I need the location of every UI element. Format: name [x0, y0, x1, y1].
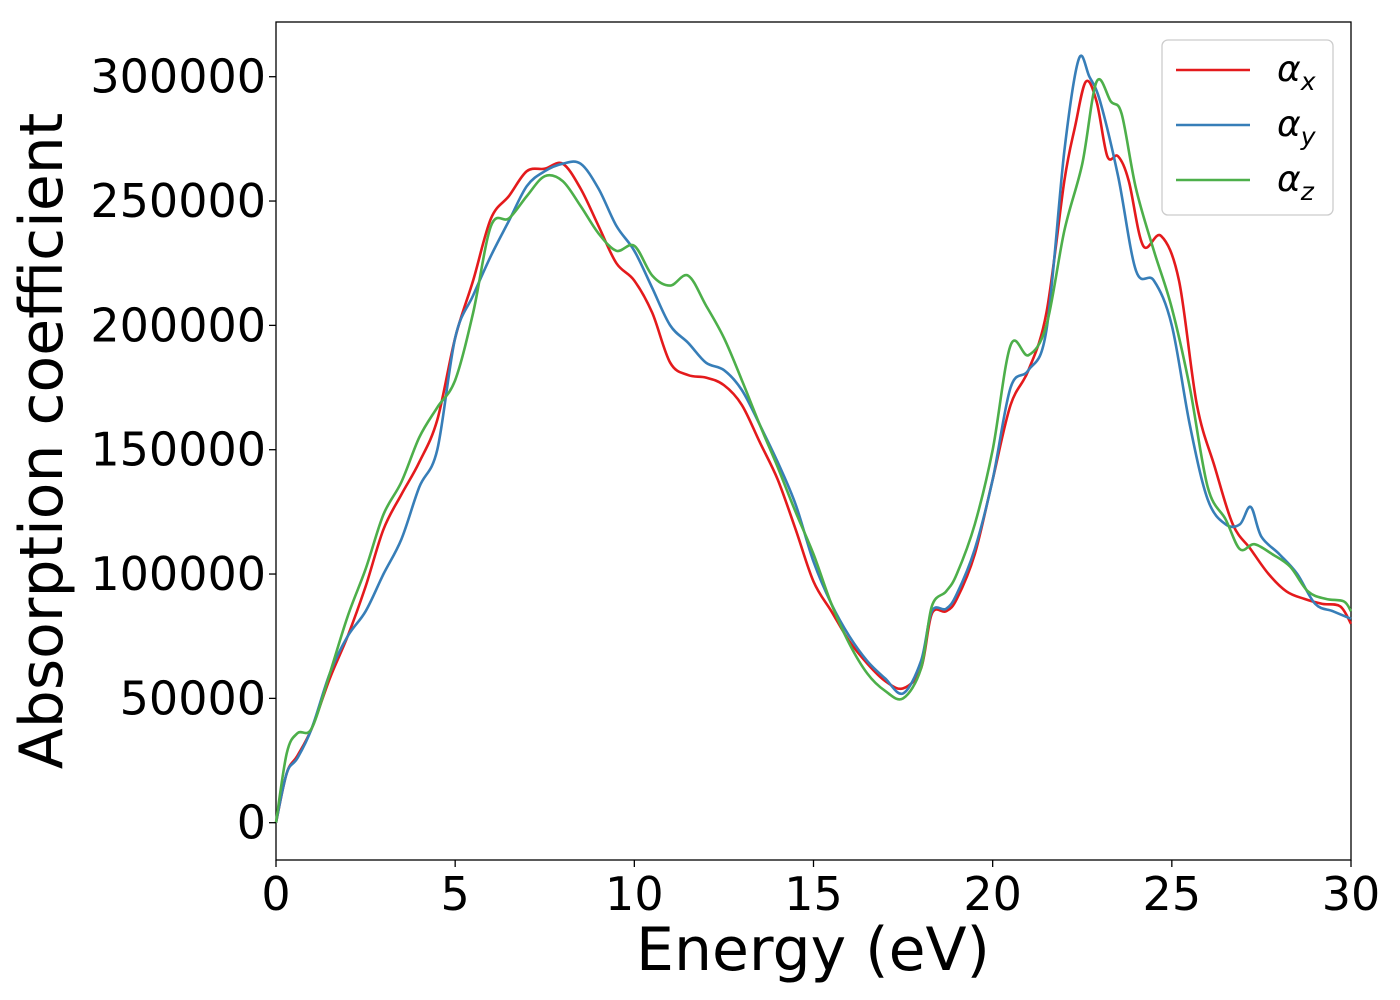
legend-label-z: αz — [1277, 159, 1315, 206]
x-tick-label: 30 — [1322, 867, 1381, 921]
legend-subscript: x — [1300, 67, 1316, 96]
legend-label-x: αx — [1277, 49, 1316, 96]
legend-subscript: z — [1300, 177, 1315, 206]
x-tick-label: 25 — [1143, 867, 1202, 921]
legend-frame — [1161, 39, 1334, 216]
series-lines — [274, 54, 1353, 823]
y-tick-label: 200000 — [90, 298, 266, 352]
x-tick-label: 10 — [605, 867, 664, 921]
y-tick-label: 150000 — [90, 423, 266, 477]
y-axis-ticks: 0 50000 100000 150000 200000 250000 300000 — [90, 50, 276, 850]
y-axis-title: Absorption coefficient — [7, 113, 77, 770]
y-tick-label: 0 — [237, 796, 266, 850]
series-line-z — [274, 78, 1353, 823]
y-tick-label: 250000 — [90, 174, 266, 228]
y-tick-label: 100000 — [90, 547, 266, 601]
x-tick-label: 5 — [441, 867, 470, 921]
series-line-y — [274, 54, 1352, 823]
y-tick-label: 50000 — [120, 671, 266, 725]
legend-symbol: α — [1277, 49, 1301, 90]
legend-label-y: αy — [1277, 104, 1317, 151]
x-tick-label: 20 — [963, 867, 1022, 921]
legend-subscript: y — [1300, 122, 1317, 151]
x-axis-title: Energy (eV) — [636, 915, 990, 985]
x-tick-label: 0 — [261, 867, 290, 921]
y-tick-label: 300000 — [90, 50, 266, 104]
legend-symbol: α — [1277, 104, 1301, 145]
legend-symbol: α — [1277, 159, 1301, 200]
x-axis-ticks: 0 5 10 15 20 25 30 — [261, 860, 1380, 921]
x-tick-label: 15 — [784, 867, 843, 921]
